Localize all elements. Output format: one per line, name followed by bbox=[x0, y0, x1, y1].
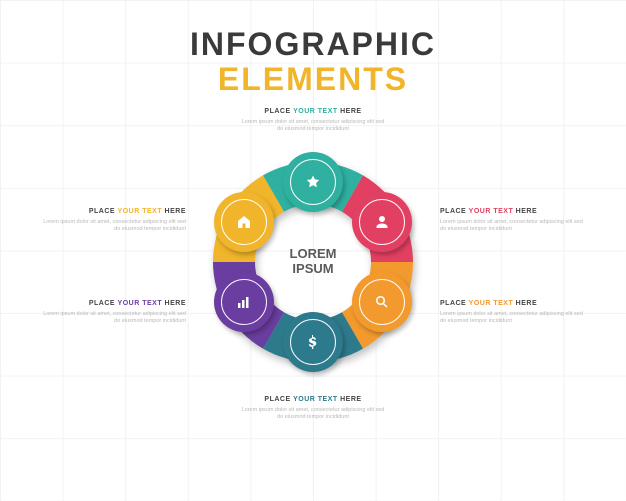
caption-heading-bottom: PLACE YOUR TEXT HERE bbox=[238, 396, 388, 403]
caption-heading-bottom-left: PLACE YOUR TEXT HERE bbox=[36, 300, 186, 307]
center-line1: LOREM bbox=[290, 247, 337, 262]
caption-bottom: PLACE YOUR TEXT HERE Lorem ipsum dolor si… bbox=[238, 396, 388, 422]
caption-body-top-left: Lorem ipsum dolor sit amet, consectetur … bbox=[36, 219, 186, 234]
dollar-icon bbox=[305, 334, 321, 350]
node-top-left bbox=[214, 192, 274, 252]
title-line2: ELEMENTS bbox=[0, 61, 626, 98]
node-inner-bottom-left bbox=[221, 279, 267, 325]
title-block: INFOGRAPHIC ELEMENTS bbox=[0, 0, 626, 98]
center-line2: IPSUM bbox=[290, 262, 337, 277]
node-inner-top-right bbox=[359, 199, 405, 245]
caption-heading-top: PLACE YOUR TEXT HERE bbox=[238, 108, 388, 115]
caption-heading-top-left: PLACE YOUR TEXT HERE bbox=[36, 208, 186, 215]
person-icon bbox=[374, 214, 390, 230]
caption-heading-bottom-right: PLACE YOUR TEXT HERE bbox=[440, 300, 590, 307]
search-icon bbox=[374, 294, 390, 310]
node-bottom bbox=[283, 312, 343, 372]
node-top bbox=[283, 152, 343, 212]
home-icon bbox=[236, 214, 252, 230]
title-line1: INFOGRAPHIC bbox=[0, 26, 626, 63]
node-bottom-left bbox=[214, 272, 274, 332]
caption-body-top: Lorem ipsum dolor sit amet, consectetur … bbox=[238, 119, 388, 134]
caption-top-left: PLACE YOUR TEXT HERE Lorem ipsum dolor si… bbox=[36, 208, 186, 234]
bars-icon bbox=[236, 294, 252, 310]
caption-bottom-right: PLACE YOUR TEXT HERE Lorem ipsum dolor si… bbox=[440, 300, 590, 326]
caption-body-bottom: Lorem ipsum dolor sit amet, consectetur … bbox=[238, 407, 388, 422]
caption-body-top-right: Lorem ipsum dolor sit amet, consectetur … bbox=[440, 219, 590, 234]
node-inner-bottom-right bbox=[359, 279, 405, 325]
node-top-right bbox=[352, 192, 412, 252]
circular-diagram: LOREM IPSUM bbox=[183, 132, 443, 392]
node-inner-top bbox=[290, 159, 336, 205]
caption-body-bottom-right: Lorem ipsum dolor sit amet, consectetur … bbox=[440, 311, 590, 326]
caption-heading-top-right: PLACE YOUR TEXT HERE bbox=[440, 208, 590, 215]
caption-top: PLACE YOUR TEXT HERE Lorem ipsum dolor si… bbox=[238, 108, 388, 134]
star-icon bbox=[305, 174, 321, 190]
caption-body-bottom-left: Lorem ipsum dolor sit amet, consectetur … bbox=[36, 311, 186, 326]
center-label: LOREM IPSUM bbox=[290, 247, 337, 277]
caption-top-right: PLACE YOUR TEXT HERE Lorem ipsum dolor si… bbox=[440, 208, 590, 234]
caption-bottom-left: PLACE YOUR TEXT HERE Lorem ipsum dolor si… bbox=[36, 300, 186, 326]
node-inner-top-left bbox=[221, 199, 267, 245]
node-bottom-right bbox=[352, 272, 412, 332]
node-inner-bottom bbox=[290, 319, 336, 365]
